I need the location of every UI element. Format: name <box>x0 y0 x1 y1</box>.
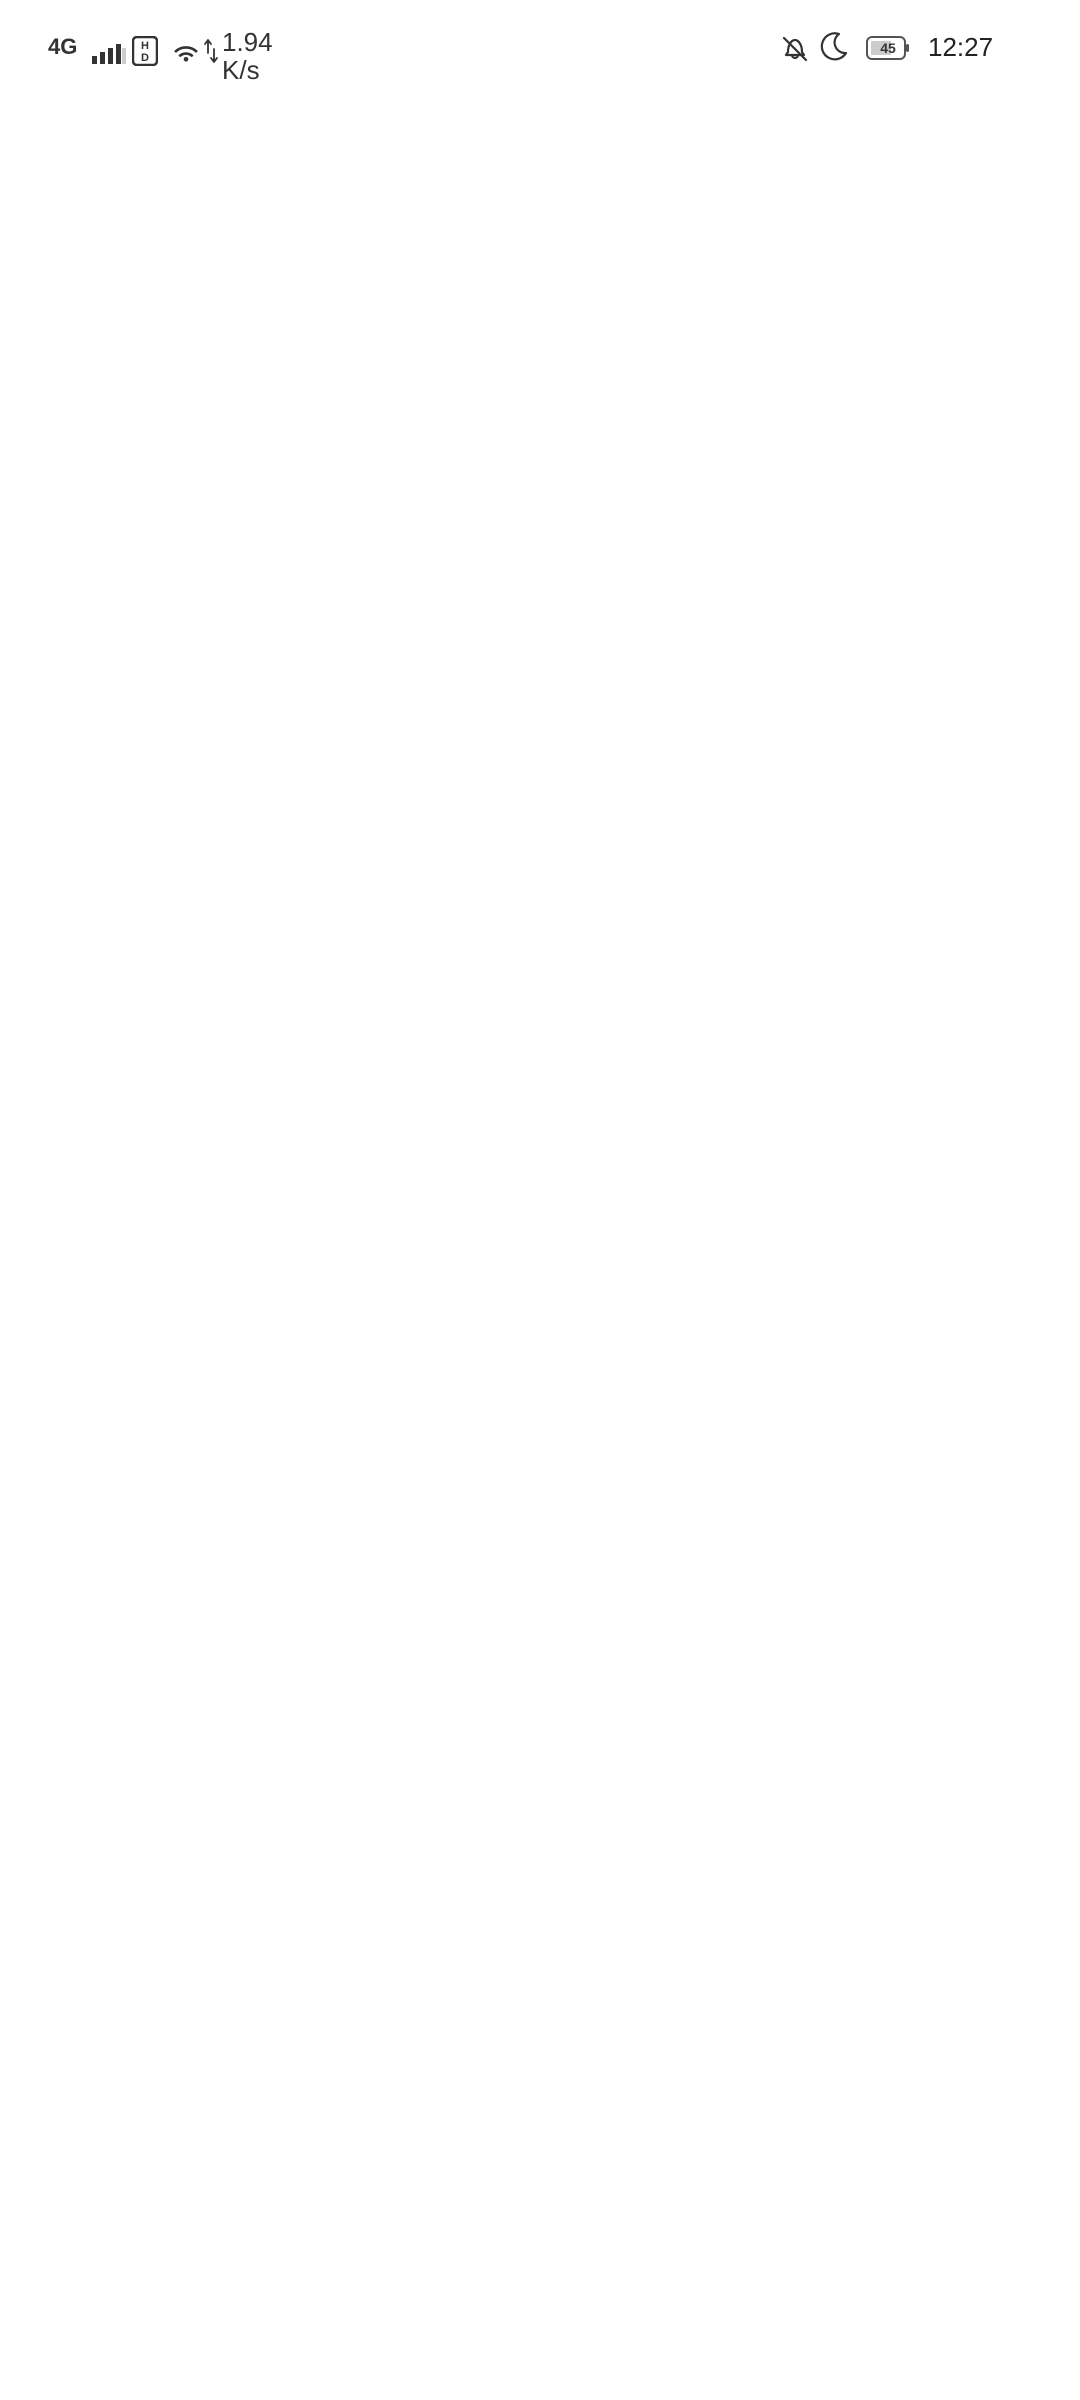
svg-text:H: H <box>141 40 149 52</box>
svg-text:D: D <box>141 52 149 64</box>
svg-text:45: 45 <box>880 40 896 56</box>
